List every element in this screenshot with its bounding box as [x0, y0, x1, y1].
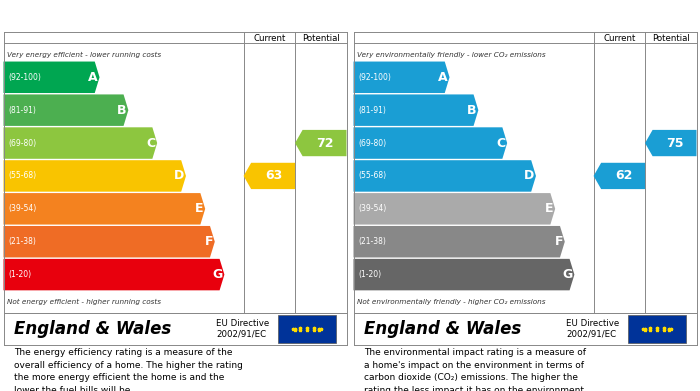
- Text: Potential: Potential: [652, 34, 690, 43]
- Text: F: F: [204, 235, 213, 248]
- Polygon shape: [4, 94, 128, 126]
- Polygon shape: [4, 160, 186, 192]
- Text: Potential: Potential: [302, 34, 340, 43]
- Text: (39-54): (39-54): [358, 204, 387, 213]
- Text: Very energy efficient - lower running costs: Very energy efficient - lower running co…: [7, 52, 161, 57]
- Text: A: A: [88, 71, 98, 84]
- Polygon shape: [354, 127, 508, 159]
- Text: B: B: [467, 104, 477, 117]
- Text: 75: 75: [666, 136, 684, 149]
- Text: Energy Efficiency Rating: Energy Efficiency Rating: [12, 9, 195, 23]
- Text: B: B: [117, 104, 127, 117]
- Text: Current: Current: [603, 34, 636, 43]
- Text: E: E: [545, 202, 554, 215]
- Polygon shape: [354, 94, 478, 126]
- Text: Current: Current: [253, 34, 286, 43]
- Text: The environmental impact rating is a measure of
a home's impact on the environme: The environmental impact rating is a mea…: [364, 348, 587, 391]
- Text: (92-100): (92-100): [358, 73, 391, 82]
- Text: (81-91): (81-91): [358, 106, 386, 115]
- Text: D: D: [524, 169, 534, 183]
- Text: 63: 63: [265, 169, 282, 183]
- Text: England & Wales: England & Wales: [364, 320, 521, 338]
- Text: Not energy efficient - higher running costs: Not energy efficient - higher running co…: [7, 298, 161, 305]
- Text: 72: 72: [316, 136, 334, 149]
- Text: (1-20): (1-20): [358, 270, 382, 279]
- Text: G: G: [212, 268, 223, 281]
- Text: (55-68): (55-68): [8, 171, 37, 180]
- Text: C: C: [146, 136, 155, 149]
- Text: (92-100): (92-100): [8, 73, 41, 82]
- Text: (55-68): (55-68): [358, 171, 387, 180]
- Bar: [628, 315, 686, 343]
- Polygon shape: [354, 160, 536, 192]
- Polygon shape: [354, 193, 555, 224]
- Text: A: A: [438, 71, 448, 84]
- Polygon shape: [4, 226, 215, 257]
- Text: G: G: [562, 268, 573, 281]
- Text: (69-80): (69-80): [8, 138, 37, 147]
- Text: F: F: [554, 235, 563, 248]
- Text: (69-80): (69-80): [358, 138, 387, 147]
- Text: (1-20): (1-20): [8, 270, 32, 279]
- Text: Very environmentally friendly - lower CO₂ emissions: Very environmentally friendly - lower CO…: [357, 52, 545, 57]
- Polygon shape: [295, 130, 346, 156]
- Text: 62: 62: [615, 169, 632, 183]
- Text: Environmental Impact (CO₂) Rating: Environmental Impact (CO₂) Rating: [362, 9, 624, 23]
- Text: (21-38): (21-38): [8, 237, 36, 246]
- Bar: [278, 315, 336, 343]
- Text: (21-38): (21-38): [358, 237, 386, 246]
- Polygon shape: [4, 259, 225, 291]
- Text: E: E: [195, 202, 204, 215]
- Polygon shape: [354, 61, 449, 93]
- Text: The energy efficiency rating is a measure of the
overall efficiency of a home. T: The energy efficiency rating is a measur…: [14, 348, 243, 391]
- Polygon shape: [244, 163, 295, 189]
- Polygon shape: [594, 163, 645, 189]
- Polygon shape: [4, 193, 205, 224]
- Text: (81-91): (81-91): [8, 106, 36, 115]
- Text: England & Wales: England & Wales: [14, 320, 171, 338]
- Polygon shape: [354, 259, 575, 291]
- Polygon shape: [4, 127, 158, 159]
- Polygon shape: [4, 61, 99, 93]
- Text: (39-54): (39-54): [8, 204, 37, 213]
- Text: EU Directive
2002/91/EC: EU Directive 2002/91/EC: [216, 319, 270, 339]
- Text: EU Directive
2002/91/EC: EU Directive 2002/91/EC: [566, 319, 620, 339]
- Text: Not environmentally friendly - higher CO₂ emissions: Not environmentally friendly - higher CO…: [357, 298, 545, 305]
- Text: C: C: [496, 136, 505, 149]
- Text: D: D: [174, 169, 184, 183]
- Polygon shape: [645, 130, 696, 156]
- Polygon shape: [354, 226, 565, 257]
